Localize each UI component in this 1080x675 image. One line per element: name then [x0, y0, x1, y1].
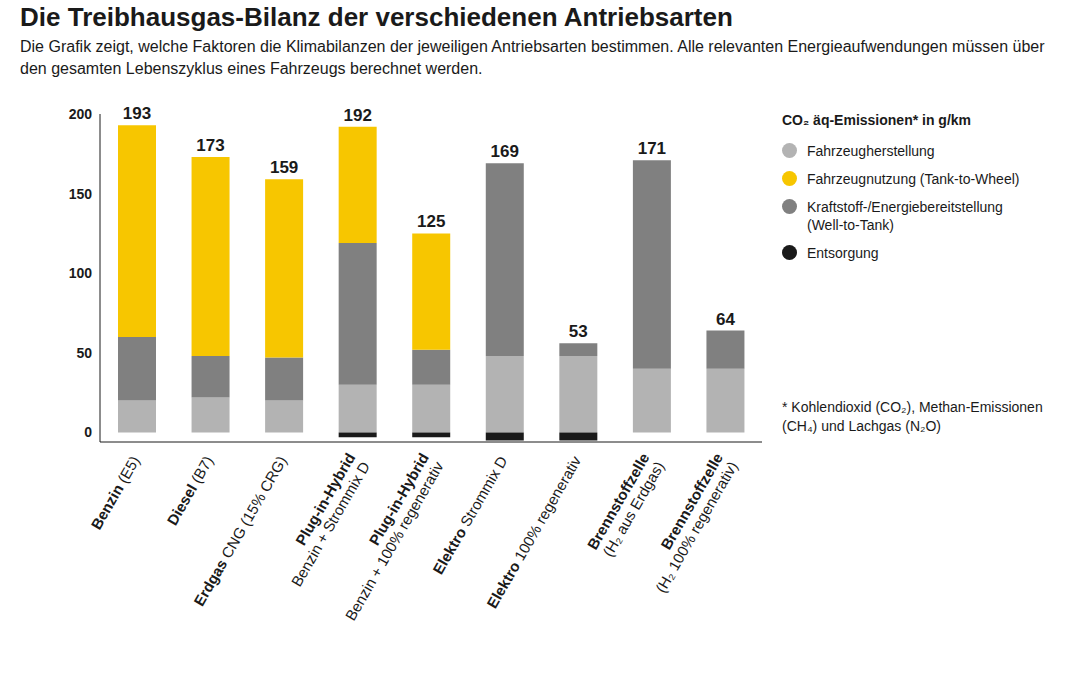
svg-text:169: 169	[491, 142, 519, 161]
html-text:Fahrzeugherstellung: Fahrzeugherstellung	[807, 143, 935, 159]
html-text:* Kohlendioxid (CO₂), Methan-E: * Kohlendioxid (CO₂), Methan-Emissionen …	[782, 399, 1043, 434]
svg-text:50: 50	[76, 345, 92, 361]
html-text:Die Treibhausgas-Bilanz der ve: Die Treibhausgas-Bilanz der verschiedene…	[20, 2, 733, 32]
html-text:Die Grafik zeigt, welche Fakto: Die Grafik zeigt, welche Faktoren die Kl…	[20, 38, 1045, 77]
svg-text:159: 159	[270, 158, 298, 177]
svg-text:Plug-in-HybridBenzin + Strommi: Plug-in-HybridBenzin + Strommix D	[273, 450, 373, 590]
svg-text:Elektro 100% regenerativ: Elektro 100% regenerativ	[483, 453, 584, 611]
svg-text:192: 192	[343, 106, 371, 125]
svg-text:150: 150	[69, 186, 93, 202]
svg-text:200: 200	[69, 106, 93, 122]
svg-text:0: 0	[84, 424, 92, 440]
svg-text:Plug-in-HybridBenzin + 100% re: Plug-in-HybridBenzin + 100% regenerativ	[327, 450, 447, 624]
svg-text:193: 193	[123, 104, 151, 123]
html-text:Kraftstoff-/Energiebereitstell: Kraftstoff-/Energiebereitstellung (Well-…	[807, 199, 1003, 233]
html-text:CO₂ äq-Emissionen* in g/km: CO₂ äq-Emissionen* in g/km	[782, 112, 971, 128]
svg-text:173: 173	[196, 136, 224, 155]
svg-text:Erdgas CNG (15% CRG): Erdgas CNG (15% CRG)	[190, 453, 290, 609]
svg-text:64: 64	[716, 310, 735, 329]
html-text:Fahrzeugnutzung (Tank-to-Wheel: Fahrzeugnutzung (Tank-to-Wheel)	[807, 171, 1020, 187]
svg-text:Diesel (B7): Diesel (B7)	[163, 453, 216, 528]
svg-text:Benzin (E5): Benzin (E5)	[87, 453, 143, 532]
svg-text:100: 100	[69, 265, 93, 281]
svg-text:Elektro Strommix D: Elektro Strommix D	[429, 453, 510, 577]
svg-text:Brennstoffzelle(H₂ aus Erdgas): Brennstoffzelle(H₂ aus Erdgas)	[584, 450, 668, 561]
svg-text:171: 171	[638, 139, 666, 158]
svg-text:125: 125	[417, 212, 445, 231]
svg-text:53: 53	[569, 322, 588, 341]
svg-text:Brennstoffzelle(H₂ 100% regene: Brennstoffzelle(H₂ 100% regenerativ)	[637, 450, 741, 596]
html-text:Entsorgung: Entsorgung	[807, 245, 879, 261]
